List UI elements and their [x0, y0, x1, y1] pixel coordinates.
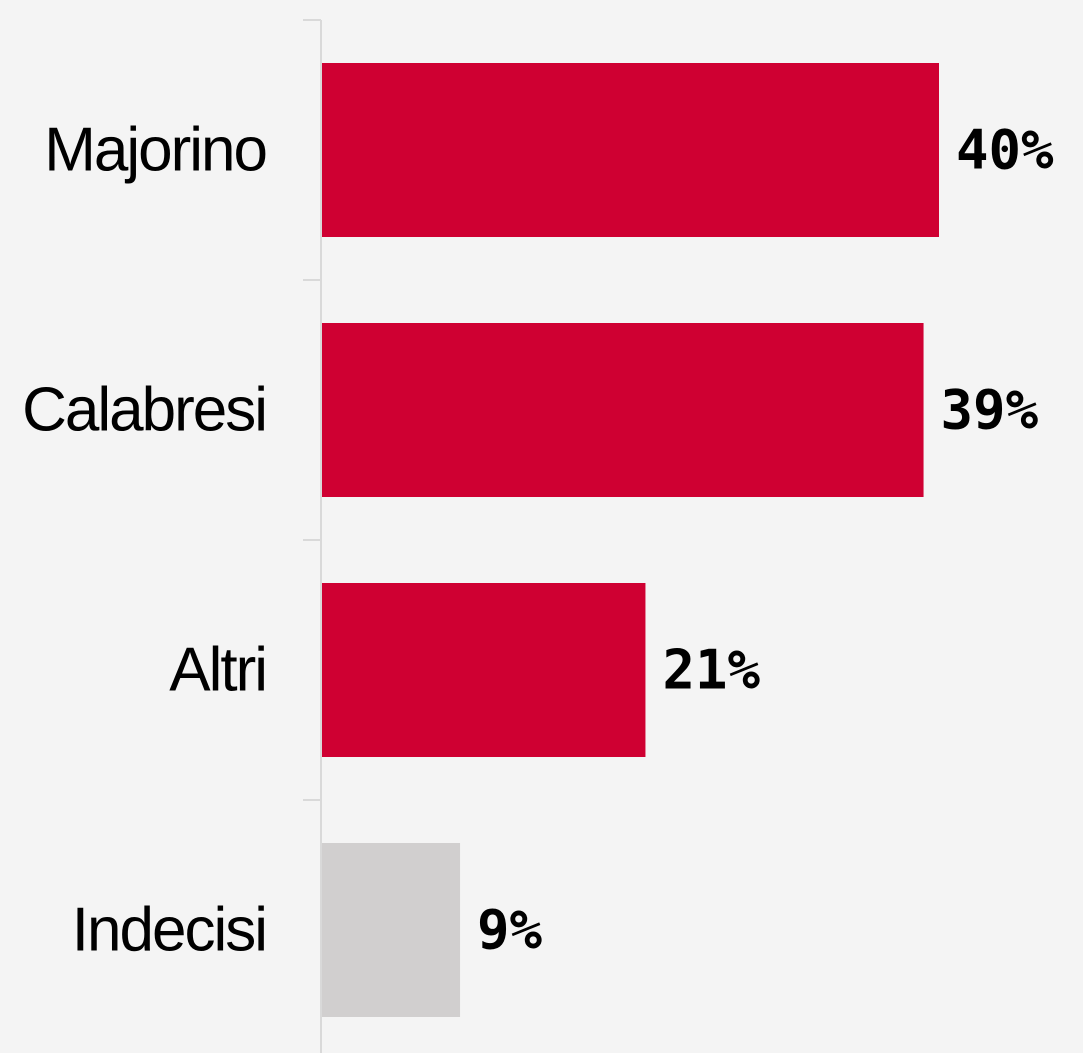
bar-altri: [322, 583, 646, 757]
value-label-calabresi: 39%: [941, 379, 1039, 442]
category-label-indecisi: Indecisi: [72, 896, 266, 965]
bar-calabresi: [322, 323, 924, 497]
category-label-calabresi: Calabresi: [22, 376, 266, 445]
value-labels: 40% 39% 21% 9%: [477, 119, 1054, 962]
category-label-majorino: Majorino: [44, 116, 266, 185]
bar-indecisi: [322, 843, 461, 1017]
category-labels: Majorino Calabresi Altri Indecisi: [22, 116, 268, 965]
category-ticks: [303, 19, 321, 801]
value-label-altri: 21%: [662, 639, 760, 702]
category-label-altri: Altri: [169, 636, 266, 705]
value-label-majorino: 40%: [956, 119, 1054, 182]
bars: [322, 63, 939, 1017]
value-label-indecisi: 9%: [477, 899, 543, 962]
bar-majorino: [322, 63, 939, 237]
